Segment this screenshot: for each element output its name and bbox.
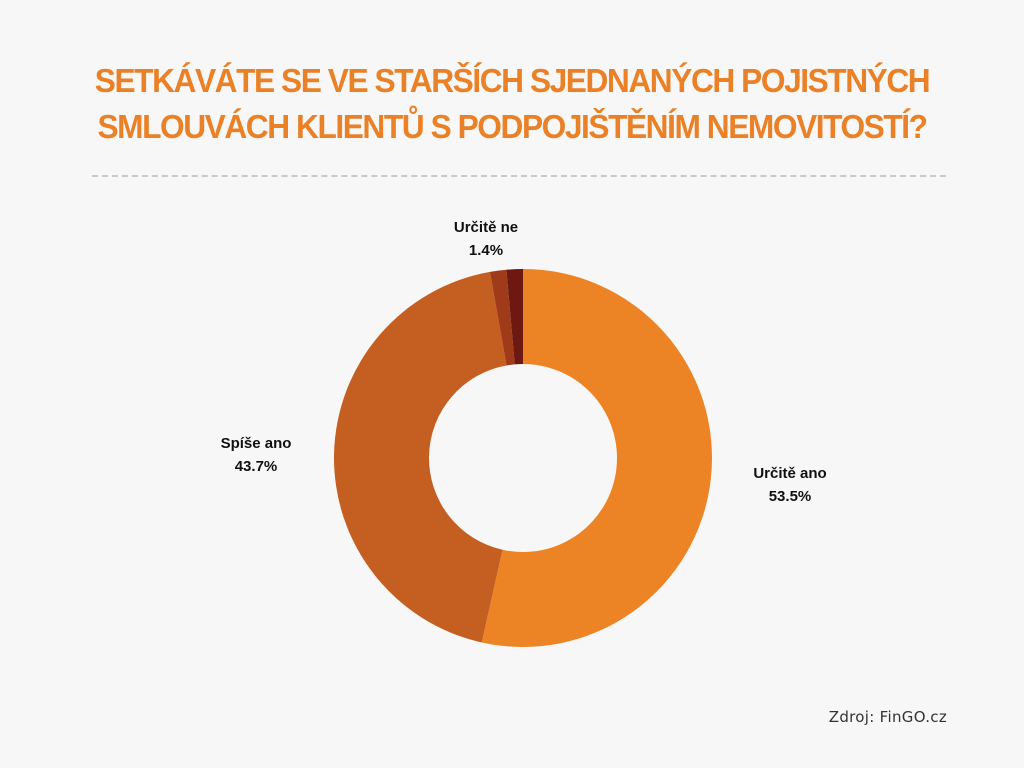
- chart-title: SETKÁVÁTE SE VE STARŠÍCH SJEDNANÝCH POJI…: [94, 62, 931, 145]
- donut-slice-1: [481, 269, 713, 647]
- slice-label-4: Určitě ne: [454, 219, 518, 236]
- slice-label-2: Spíše ano: [221, 435, 292, 452]
- slice-value-label-1: 53.5%: [769, 488, 812, 505]
- donut-slices: [334, 269, 713, 647]
- source-note: Zdroj: FinGO.cz: [828, 708, 947, 726]
- slice-value-label-2: 43.7%: [235, 458, 278, 475]
- donut-slice-3: [489, 269, 515, 366]
- slice-value-label-4: 1.4%: [469, 242, 503, 259]
- title-divider: [92, 175, 946, 177]
- slice-label-1: Určitě ano: [753, 465, 826, 482]
- slice-labels: Určitě ano 53.5% Spíše ano 43.7% Určitě ne 1.…: [221, 219, 827, 505]
- donut-slice-4: [506, 269, 523, 365]
- donut-slice-2: [334, 271, 507, 643]
